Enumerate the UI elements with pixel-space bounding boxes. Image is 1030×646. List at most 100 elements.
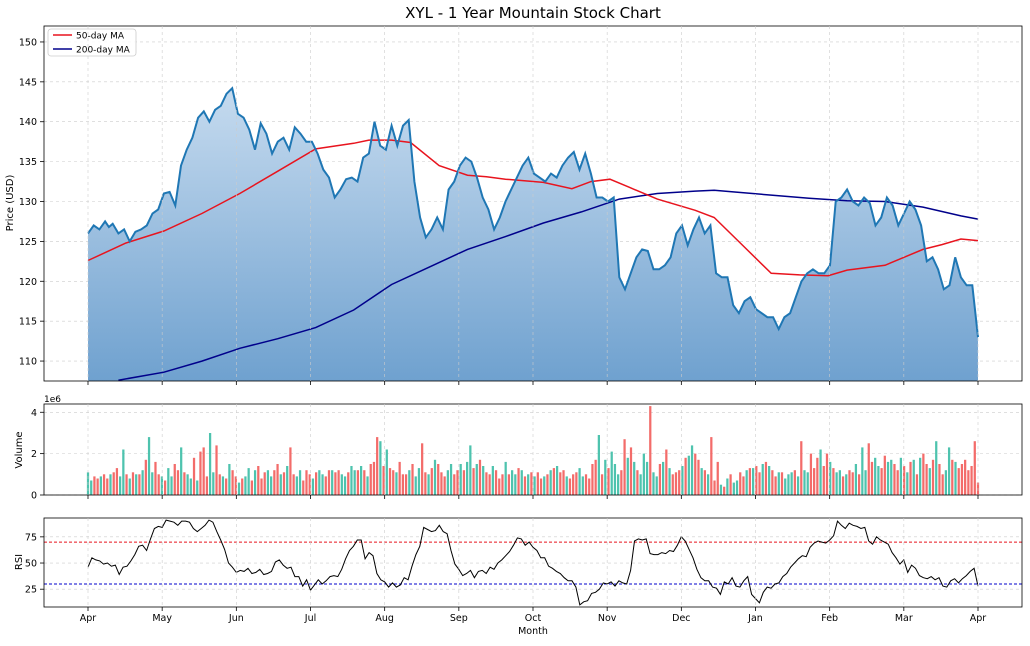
volume-bar: [620, 470, 623, 495]
volume-bar: [379, 441, 382, 495]
volume-bar: [440, 472, 443, 496]
volume-bar: [456, 470, 459, 495]
volume-bar: [154, 461, 157, 495]
volume-bar: [501, 474, 504, 495]
volume-bar: [244, 476, 247, 495]
volume-bar: [623, 439, 626, 495]
volume-bar: [581, 476, 584, 495]
volume-bar: [902, 466, 906, 495]
volume-bar: [350, 466, 353, 495]
volume-bar: [404, 474, 408, 495]
volume-bar: [784, 478, 787, 495]
volume-bar: [167, 468, 170, 495]
volume-bar: [800, 441, 803, 495]
volume-bar: [491, 466, 494, 495]
volume-bar: [697, 459, 700, 495]
volume-bar: [530, 472, 533, 496]
volume-bar: [758, 472, 761, 496]
volume-bar: [681, 466, 684, 495]
volume-bar: [610, 451, 613, 495]
volume-bar: [787, 474, 790, 495]
volume-bar: [572, 474, 575, 495]
volume-bar: [417, 468, 421, 495]
volume-bar: [102, 474, 106, 495]
volume-bar: [510, 470, 514, 495]
volume-bar: [690, 445, 694, 495]
volume-bar: [183, 472, 186, 496]
volume-bar: [960, 464, 964, 495]
volume-bar: [331, 470, 334, 495]
volume-bar: [372, 461, 376, 495]
volume-bar: [854, 464, 858, 495]
volume-bar: [954, 461, 957, 495]
volume-bar: [212, 472, 215, 496]
volume-bar: [147, 437, 151, 495]
rsi-panel: 25 50 75 RSI: [14, 517, 1023, 608]
price-tick-label: 135: [19, 157, 37, 168]
volume-bar: [437, 464, 440, 495]
volume-bar: [504, 461, 507, 495]
volume-bar: [874, 457, 877, 495]
volume-bar: [135, 474, 138, 495]
volume-bar: [507, 474, 511, 495]
volume-bar: [241, 478, 244, 495]
x-tick-label: Jul: [304, 613, 316, 624]
volume-bar: [562, 470, 565, 495]
volume-bar: [369, 464, 372, 495]
volume-bar: [327, 470, 331, 495]
volume-bar: [315, 472, 318, 496]
volume-bar: [922, 453, 925, 495]
volume-bar: [424, 472, 427, 496]
volume-bar: [414, 476, 417, 495]
volume-bar: [295, 476, 298, 495]
volume-bar: [282, 472, 286, 496]
volume-bar: [761, 464, 764, 495]
volume-bar: [845, 474, 848, 495]
volume-bar: [421, 443, 424, 495]
legend-label-ma200: 200-day MA: [76, 46, 131, 56]
volume-bar: [446, 470, 449, 495]
volume-bar: [944, 470, 947, 495]
volume-tick-label: 0: [31, 491, 37, 502]
volume-bar: [633, 461, 636, 495]
volume-bar: [861, 447, 864, 495]
volume-bar: [466, 461, 469, 495]
volume-bar: [739, 472, 742, 496]
volume-bar: [228, 464, 231, 495]
volume-panel: 0 2 4 1e6 Volume: [14, 395, 1023, 502]
volume-bar: [247, 468, 250, 495]
x-tick-label: May: [152, 613, 172, 624]
volume-bar: [173, 464, 176, 495]
volume-bar: [584, 474, 588, 495]
volume-bar: [870, 461, 874, 495]
volume-bar: [742, 476, 745, 495]
volume-bar: [99, 476, 102, 495]
volume-bar: [568, 478, 572, 495]
volume-bar: [257, 466, 260, 495]
volume-bar: [848, 470, 851, 495]
volume-bar: [151, 472, 154, 496]
volume-bar: [298, 470, 302, 495]
volume-bar: [109, 474, 112, 495]
volume-bar: [668, 468, 671, 495]
volume-bar: [266, 470, 270, 495]
volume-bar: [106, 478, 109, 495]
volume-bar: [816, 457, 819, 495]
ma200-line: [118, 189, 979, 381]
volume-bar: [883, 455, 886, 495]
volume-bar: [536, 472, 539, 496]
volume-bar: [665, 449, 668, 495]
x-tick-label: Apr: [80, 613, 97, 624]
volume-bar: [941, 474, 944, 495]
volume-bar: [700, 468, 703, 495]
volume-bar: [588, 478, 591, 495]
volume-bar: [215, 445, 218, 495]
volume-bar: [334, 472, 337, 496]
volume-bar: [915, 474, 919, 495]
volume-bar: [819, 449, 822, 495]
volume-bar: [925, 464, 928, 495]
volume-bar: [555, 466, 559, 495]
volume-bar: [411, 464, 414, 495]
